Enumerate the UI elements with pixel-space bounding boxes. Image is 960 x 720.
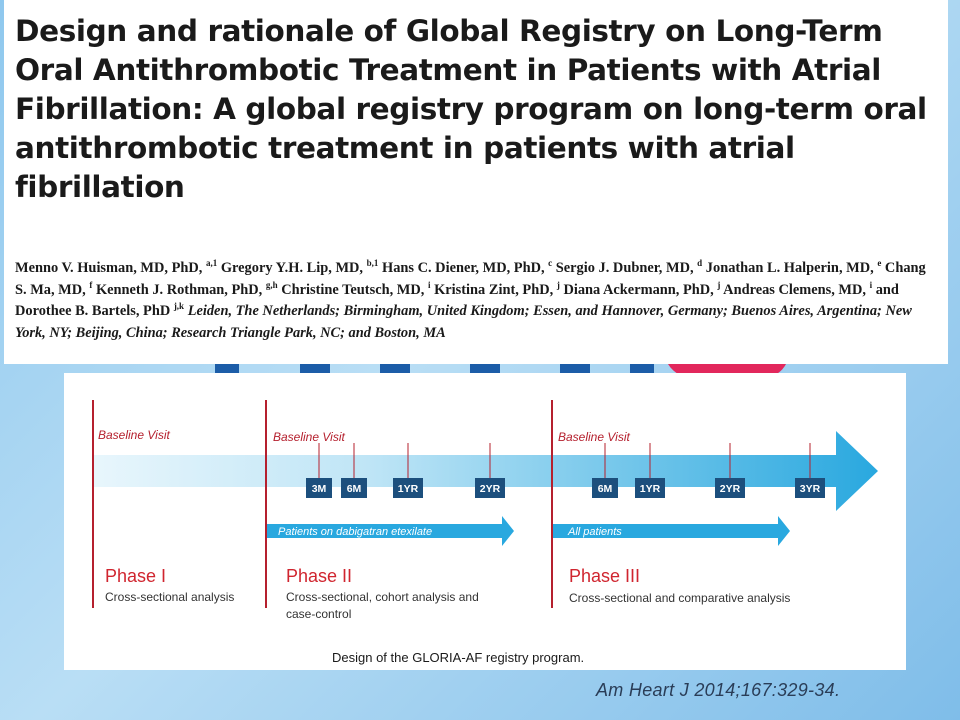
phase2-description-line2: case-control [286, 607, 351, 621]
author-affiliation-marker: j [717, 279, 721, 290]
author-affiliation-marker: j,k [173, 301, 185, 312]
visit-box [475, 478, 505, 498]
visit-box-label: 1YR [398, 483, 419, 495]
phase2-population-label: Patients on dabigatran etexilate [278, 526, 432, 538]
author-name: Gregory Y.H. Lip, MD, [220, 260, 367, 276]
visit-box-label: 3YR [800, 483, 821, 495]
author-affiliation-marker: c [548, 258, 553, 269]
author-affiliation-marker: i [427, 279, 431, 290]
phase1-title: Phase I [105, 566, 166, 586]
author-affiliation-marker: e [877, 258, 882, 269]
visit-box-label: 1YR [640, 483, 661, 495]
author-affiliation-marker: g,h [265, 279, 278, 290]
author-name: Christine Teutsch, MD, [281, 281, 428, 298]
phase3-title: Phase III [569, 566, 640, 586]
author-list: Menno V. Huisman, MD, PhD, a,1 Gregory Y… [15, 258, 926, 320]
visit-box-label: 2YR [480, 483, 501, 495]
author-affiliation-marker: b,1 [366, 258, 379, 269]
visit-box-label: 6M [347, 483, 362, 495]
author-name: Diana Ackermann, PhD, [563, 281, 718, 298]
visit-box [341, 478, 367, 498]
visit-ticks [318, 443, 811, 478]
author-affiliation-marker: a,1 [205, 258, 218, 269]
visit-box [306, 478, 332, 498]
phase3-population-label: All patients [567, 526, 622, 538]
visit-box [592, 478, 618, 498]
visit-box-label: 2YR [720, 483, 741, 495]
author-name: Kenneth J. Rothman, PhD, [95, 281, 266, 298]
visit-box-label: 3M [312, 483, 327, 495]
figure-caption: Design of the GLORIA-AF registry program… [332, 650, 584, 665]
baseline-label-phase2: Baseline Visit [273, 430, 345, 444]
visit-box [795, 478, 825, 498]
phase2-population-arrow [266, 516, 514, 546]
visit-boxes: 3M 6M 1YR 2YR 6M 1YR 2YR 3YR [306, 478, 825, 498]
timeline-arrow [94, 431, 878, 511]
author-affiliation-marker: d [697, 258, 703, 269]
author-name: Andreas Clemens, MD, [723, 281, 870, 298]
author-name: Hans C. Diener, MD, PhD, [382, 260, 549, 276]
author-affiliation-marker: i [869, 279, 873, 290]
baseline-label-phase3: Baseline Visit [558, 430, 630, 444]
author-name: Menno V. Huisman, MD, PhD, [15, 260, 206, 276]
visit-box-label: 6M [598, 483, 613, 495]
phase3-description-line1: Cross-sectional and comparative analysis [569, 591, 790, 605]
visit-box [635, 478, 665, 498]
baseline-label-phase1: Baseline Visit [98, 428, 170, 442]
phase2-description-line1: Cross-sectional, cohort analysis and [286, 590, 479, 604]
phase3-population-arrow [552, 516, 790, 546]
author-affiliation-marker: j [556, 279, 560, 290]
author-name: Kristina Zint, PhD, [434, 281, 557, 298]
visit-box [393, 478, 423, 498]
registry-design-figure: Patients on dabigatran etexilate All pat… [64, 373, 906, 670]
citation: Am Heart J 2014;167:329-34. [596, 680, 841, 700]
phase2-title: Phase II [286, 566, 352, 586]
phase1-description-line1: Cross-sectional analysis [105, 590, 234, 604]
author-name: Sergio J. Dubner, MD, [555, 260, 698, 276]
paper-header: Design and rationale of Global Registry … [4, 0, 948, 364]
paper-authors: Menno V. Huisman, MD, PhD, a,1 Gregory Y… [15, 258, 940, 344]
author-name: Jonathan L. Halperin, MD, [705, 260, 878, 276]
affiliations: Leiden, The Netherlands; Birmingham, Uni… [15, 303, 912, 341]
paper-title: Design and rationale of Global Registry … [15, 14, 927, 204]
visit-box [715, 478, 745, 498]
author-name: and Dorothee B. Bartels, PhD [15, 281, 899, 320]
author-name: Chang S. Ma, MD, [15, 260, 926, 298]
author-affiliation-marker: f [89, 279, 93, 290]
registry-timeline-diagram: Patients on dabigatran etexilate All pat… [92, 400, 878, 665]
